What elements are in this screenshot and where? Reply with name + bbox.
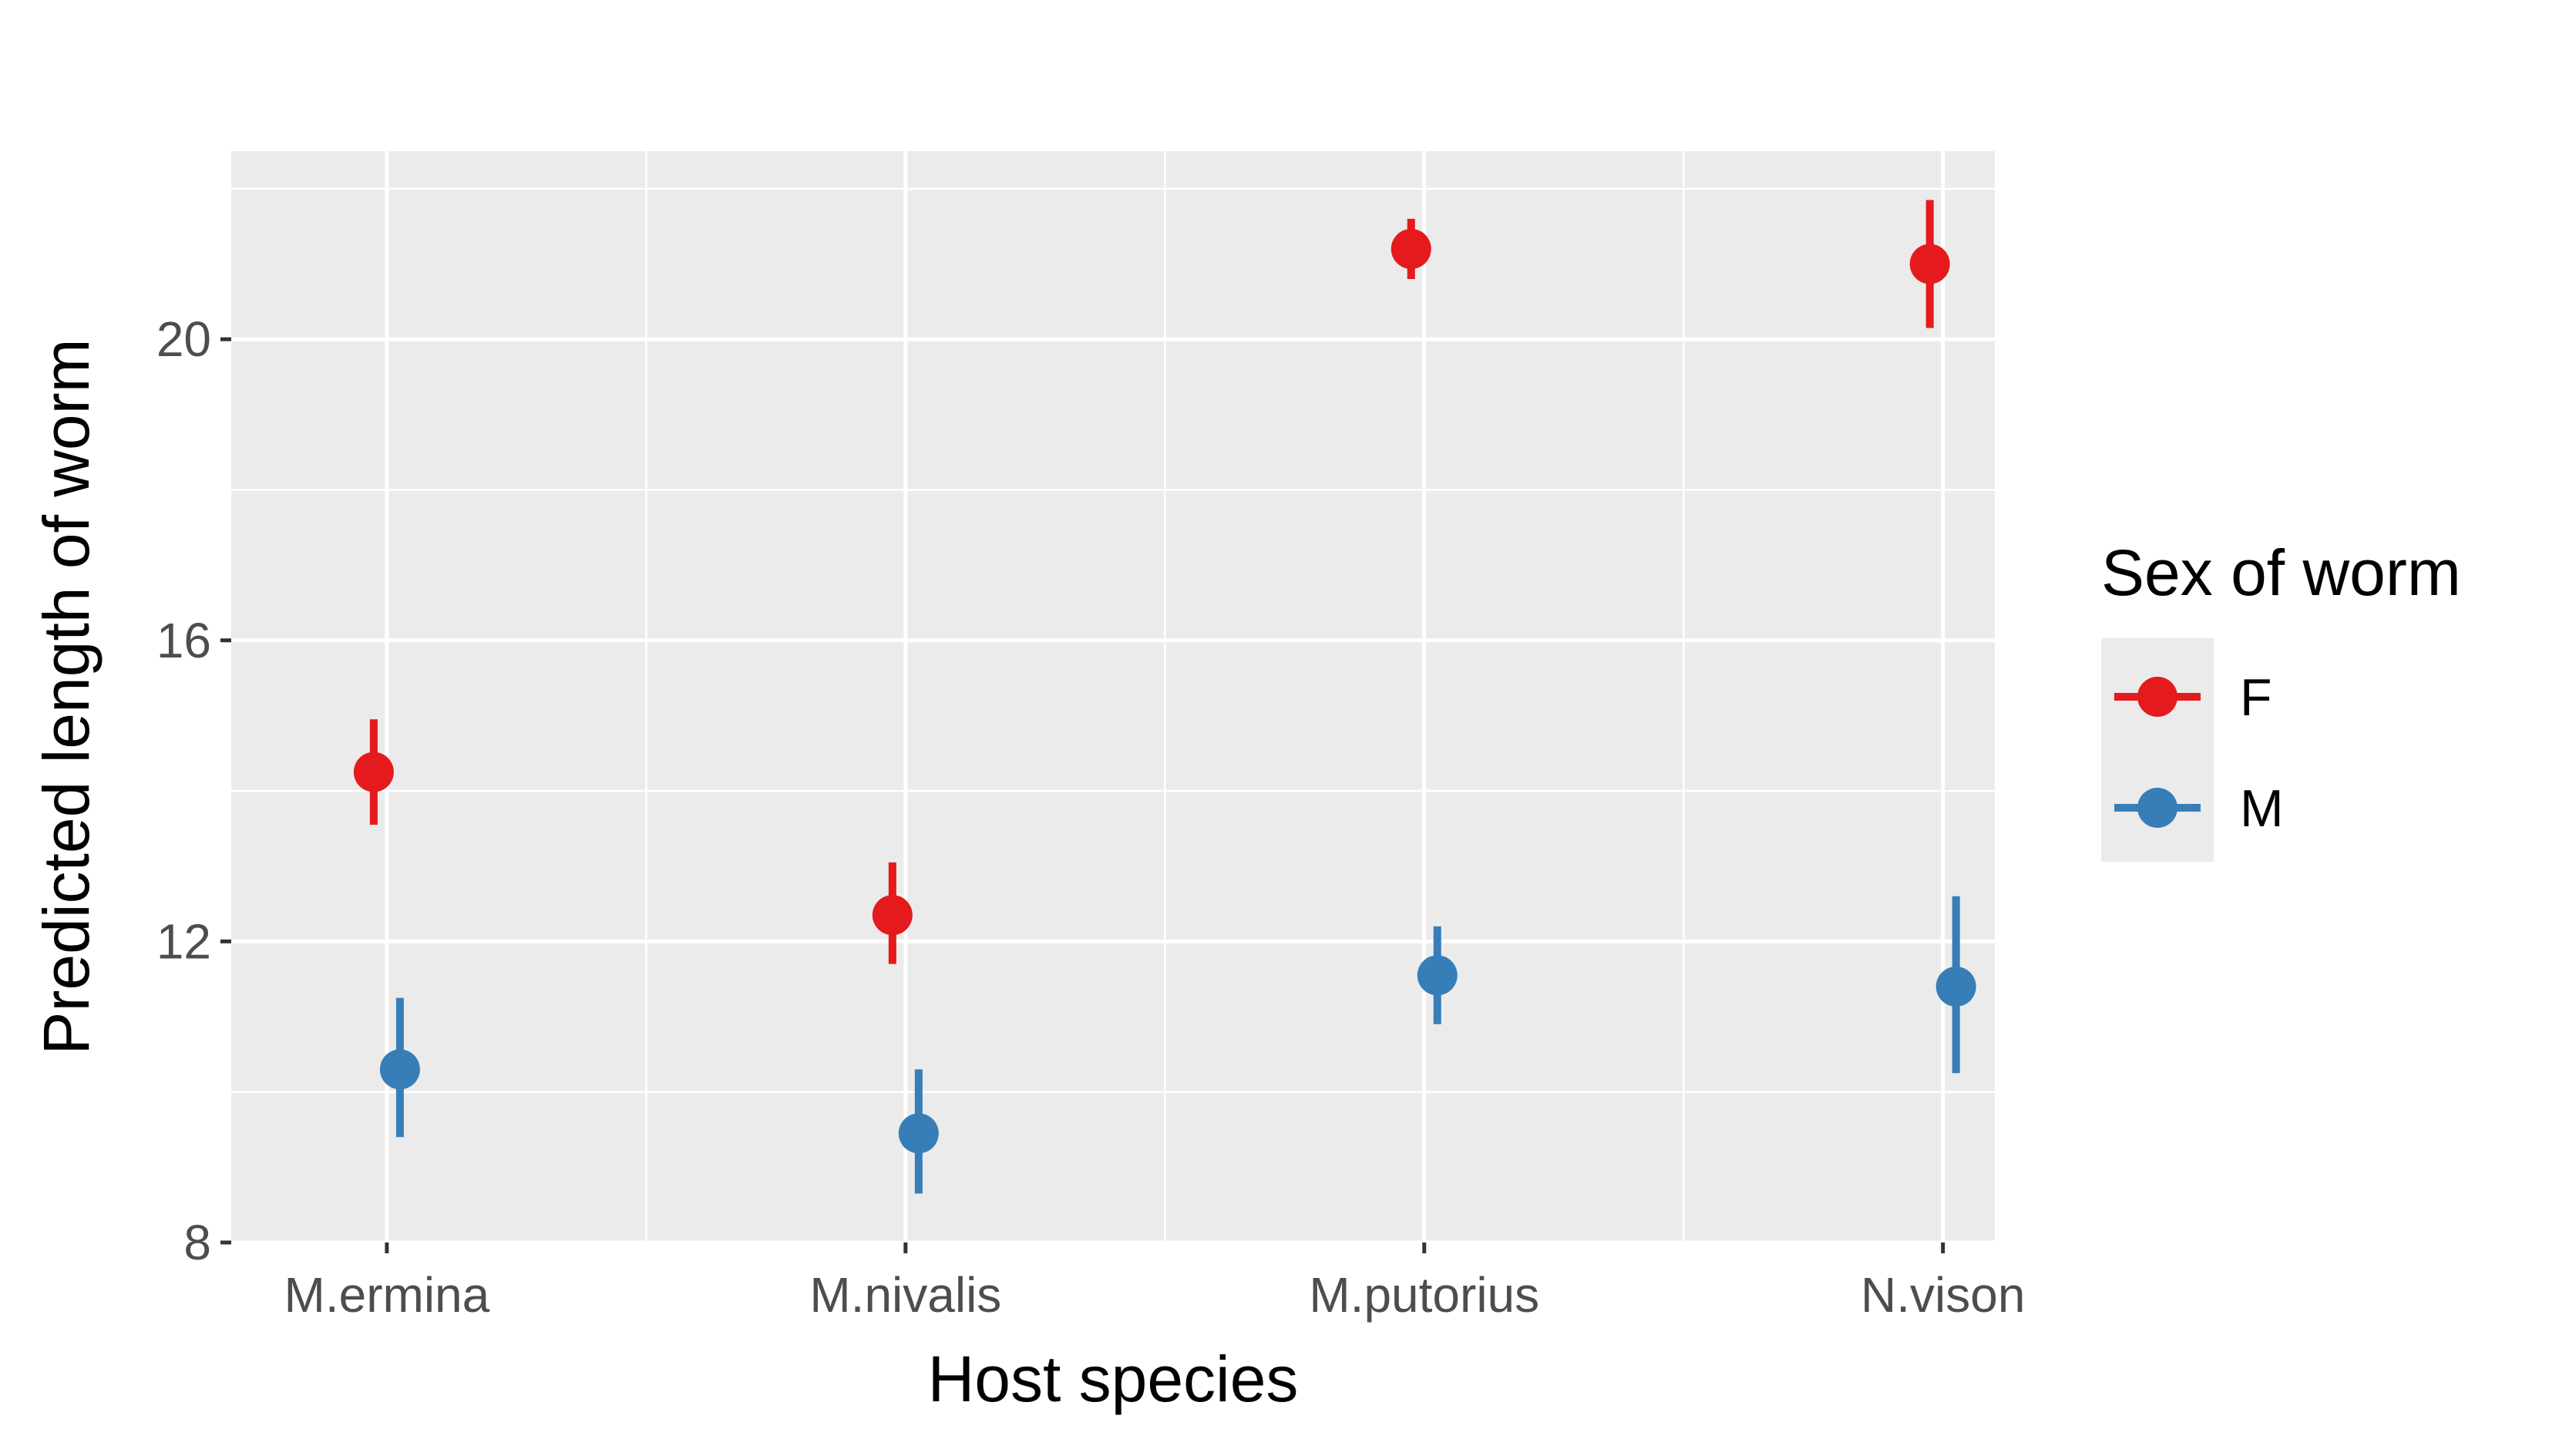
plot-panel	[231, 151, 1995, 1242]
point-M	[898, 1113, 939, 1154]
point-F	[353, 752, 394, 792]
data-marks	[353, 200, 1976, 1194]
point-M	[379, 1049, 420, 1090]
major-gridlines	[231, 151, 1995, 1245]
y-tick-label: 8	[183, 1215, 211, 1270]
legend-label-F: F	[2240, 668, 2272, 727]
point-F	[1909, 244, 1950, 284]
point-F	[1391, 228, 1431, 269]
y-tick-label: 12	[156, 913, 211, 969]
y-tick-label: 16	[156, 613, 211, 668]
x-axis-title: Host species	[928, 1343, 1299, 1415]
legend-key-background	[2101, 638, 2214, 862]
point-M	[1417, 955, 1458, 996]
point-M	[1935, 966, 1976, 1007]
y-tick-label: 20	[156, 311, 211, 367]
minor-gridlines	[231, 151, 1995, 1242]
legend: FM	[2114, 668, 2284, 838]
x-tick-label: M.ermina	[284, 1267, 490, 1323]
legend-key-point-M	[2137, 788, 2177, 828]
legend-key-point-F	[2137, 677, 2177, 717]
legend-label-M: M	[2240, 779, 2284, 838]
x-tick-label: N.vison	[1861, 1267, 2025, 1323]
legend-title: Sex of worm	[2101, 536, 2461, 609]
axis-ticks: 8 12 16 20 M.ermina M.nivalis M.putorius N.viso…	[156, 311, 2026, 1323]
x-tick-label: M.nivalis	[809, 1267, 1001, 1323]
point-F	[872, 895, 913, 936]
x-tick-label: M.putorius	[1309, 1267, 1539, 1323]
y-axis-title: Predicted length of worm	[30, 338, 103, 1054]
